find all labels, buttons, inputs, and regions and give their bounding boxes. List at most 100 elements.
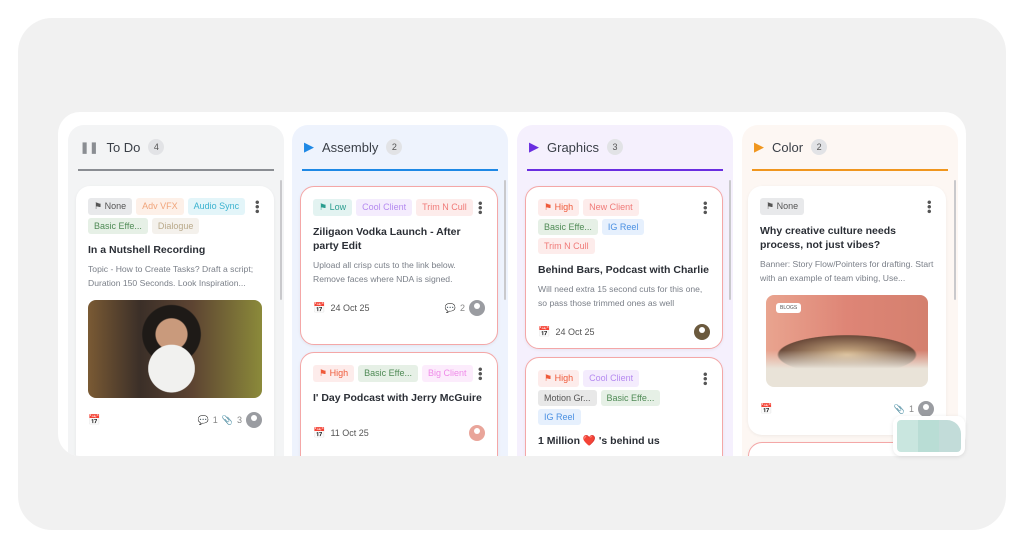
play-icon: ▶	[529, 139, 539, 154]
priority-tag[interactable]: ⚑ None	[88, 198, 133, 215]
avatar[interactable]	[469, 425, 485, 441]
due-date: 24 Oct 25	[330, 303, 370, 313]
priority-tag[interactable]: ⚑ None	[760, 198, 805, 215]
tag[interactable]: New Client	[583, 199, 639, 216]
attachment-count: 1	[908, 404, 914, 414]
tag[interactable]: Basic Effe...	[538, 219, 598, 235]
due-date: 24 Oct 25	[555, 327, 595, 337]
more-options-icon[interactable]: •••	[473, 201, 488, 215]
column-title[interactable]: To Do	[106, 139, 141, 155]
more-options-icon[interactable]: •••	[922, 200, 937, 214]
priority-tag[interactable]: ⚑ High	[538, 370, 580, 387]
widget-preview	[897, 420, 961, 452]
calendar-icon[interactable]: 📅	[538, 326, 551, 338]
card-title: Ziligaon Vodka Launch - After party Edit	[313, 226, 461, 252]
column-count: 2	[386, 139, 403, 155]
tag[interactable]: IG Reel	[538, 409, 581, 425]
task-card[interactable]: ⚑ Low Cool Client Trim N Cull ••• Ziliga…	[300, 186, 498, 345]
card-description: Topic - How to Create Tasks? Draft a scr…	[88, 264, 254, 288]
comment-count: 2	[459, 303, 465, 313]
tag[interactable]: Trim N Cull	[416, 199, 473, 216]
more-options-icon[interactable]: •••	[698, 372, 713, 386]
comment-count: 1	[212, 415, 218, 425]
scrollbar[interactable]	[729, 180, 731, 300]
tag[interactable]: Cool Client	[356, 199, 413, 216]
priority-tag[interactable]: ⚑ High	[313, 365, 355, 382]
play-icon: ▶	[304, 139, 314, 154]
column-divider	[78, 169, 274, 171]
card-description: Banner: Story Flow/Pointers for drafting…	[760, 259, 934, 283]
tag[interactable]: Basic Effe...	[88, 218, 148, 234]
avatar[interactable]	[246, 412, 262, 428]
tag[interactable]: IG Reel	[601, 219, 645, 235]
tag[interactable]: Motion Gr...	[538, 390, 597, 406]
attachment-count: 3	[236, 415, 242, 425]
priority-tag[interactable]: ⚑ Low	[313, 199, 353, 216]
tag[interactable]: Dialogue	[151, 218, 200, 234]
card-title: I' Day Podcast with Jerry McGuire	[313, 392, 482, 404]
comment-icon: 💬	[444, 302, 456, 313]
task-card[interactable]: ⚑ High Cool Client Motion Gr... Basic Ef…	[525, 357, 723, 456]
card-description: Upload all crisp cuts to the link below.…	[313, 260, 456, 284]
calendar-icon[interactable]: 📅	[313, 302, 326, 314]
tag[interactable]: Basic Effe...	[358, 365, 418, 382]
play-icon: ▶	[754, 139, 764, 154]
tag[interactable]: Big Client	[421, 365, 473, 382]
column-count: 4	[148, 139, 165, 155]
pause-icon: ❚❚	[80, 141, 99, 154]
calendar-icon[interactable]: 📅	[760, 403, 773, 415]
card-title: Behind Bars, Podcast with Charlie	[538, 264, 709, 276]
column-assembly: ▶ Assembly 2 ⚑ Low Cool Client Trim N Cull…	[292, 125, 508, 456]
flag-icon: ⚑	[544, 373, 553, 383]
tag[interactable]: Basic Effe...	[600, 390, 661, 406]
avatar[interactable]	[918, 401, 934, 417]
card-description: Will need extra 15 second cuts for this …	[538, 284, 703, 308]
blog-image[interactable]: BLOGS	[766, 295, 928, 387]
scrollbar[interactable]	[954, 180, 956, 300]
calendar-icon[interactable]: 📅	[88, 414, 101, 426]
attachment-icon: 📎	[893, 403, 905, 414]
column-color: ▶ Color 2 ⚑ None ••• Why creative culture …	[742, 125, 958, 456]
more-options-icon[interactable]: •••	[698, 201, 713, 215]
scrollbar[interactable]	[280, 180, 282, 300]
scrollbar[interactable]	[504, 180, 506, 300]
tag[interactable]: Adv VFX	[136, 198, 184, 215]
calendar-icon[interactable]: 📅	[313, 427, 326, 439]
tag[interactable]: Cool Client	[583, 370, 640, 387]
column-title[interactable]: Graphics	[547, 139, 600, 155]
avatar[interactable]	[469, 300, 485, 316]
column-graphics: ▶ Graphics 3 ⚑ High New Client Basic Effe.…	[517, 125, 733, 456]
column-divider	[752, 169, 948, 171]
flag-icon: ⚑	[94, 201, 103, 211]
column-divider	[527, 169, 723, 171]
heart-emoji: ❤️	[582, 435, 596, 447]
column-count: 2	[811, 139, 828, 155]
kanban-board: ❚❚ To Do 4 ⚑ None Adv VFX Audio Sync Basic…	[58, 112, 966, 456]
avatar[interactable]	[694, 324, 710, 340]
task-card[interactable]: ⚑ High New Client Basic Effe... IG Reel …	[525, 186, 723, 349]
task-card[interactable]: ⚑ None Adv VFX Audio Sync Basic Effe... …	[76, 186, 274, 456]
tag[interactable]: Audio Sync	[187, 198, 246, 215]
more-options-icon[interactable]: •••	[473, 367, 488, 381]
card-title: Why creative culture needs process, not …	[760, 225, 896, 251]
due-date: 11 Oct 25	[330, 428, 369, 438]
column-title[interactable]: Assembly	[322, 139, 379, 155]
column-title[interactable]: Color	[772, 139, 804, 155]
column-divider	[302, 169, 498, 171]
priority-tag[interactable]: ⚑ High	[538, 199, 580, 216]
video-thumbnail[interactable]	[88, 300, 262, 398]
flag-icon: ⚑	[319, 368, 328, 378]
flag-icon: ⚑	[544, 202, 553, 212]
column-todo: ❚❚ To Do 4 ⚑ None Adv VFX Audio Sync Basic…	[68, 125, 284, 456]
flag-icon: ⚑	[319, 202, 328, 212]
task-card[interactable]: ⚑ None ••• Why creative culture needs pr…	[748, 186, 946, 435]
tag[interactable]: Trim N Cull	[538, 238, 595, 254]
comment-icon: 💬	[197, 414, 209, 425]
card-title: 1 Million ❤️ 's behind us	[538, 435, 660, 447]
floating-widget[interactable]	[893, 416, 965, 456]
attachment-icon: 📎	[221, 414, 233, 425]
task-card[interactable]: ⚑ High Basic Effe... Big Client ••• I' D…	[300, 352, 498, 456]
more-options-icon[interactable]: •••	[250, 200, 265, 214]
flag-icon: ⚑	[766, 201, 775, 211]
card-title: In a Nutshell Recording	[88, 244, 206, 256]
